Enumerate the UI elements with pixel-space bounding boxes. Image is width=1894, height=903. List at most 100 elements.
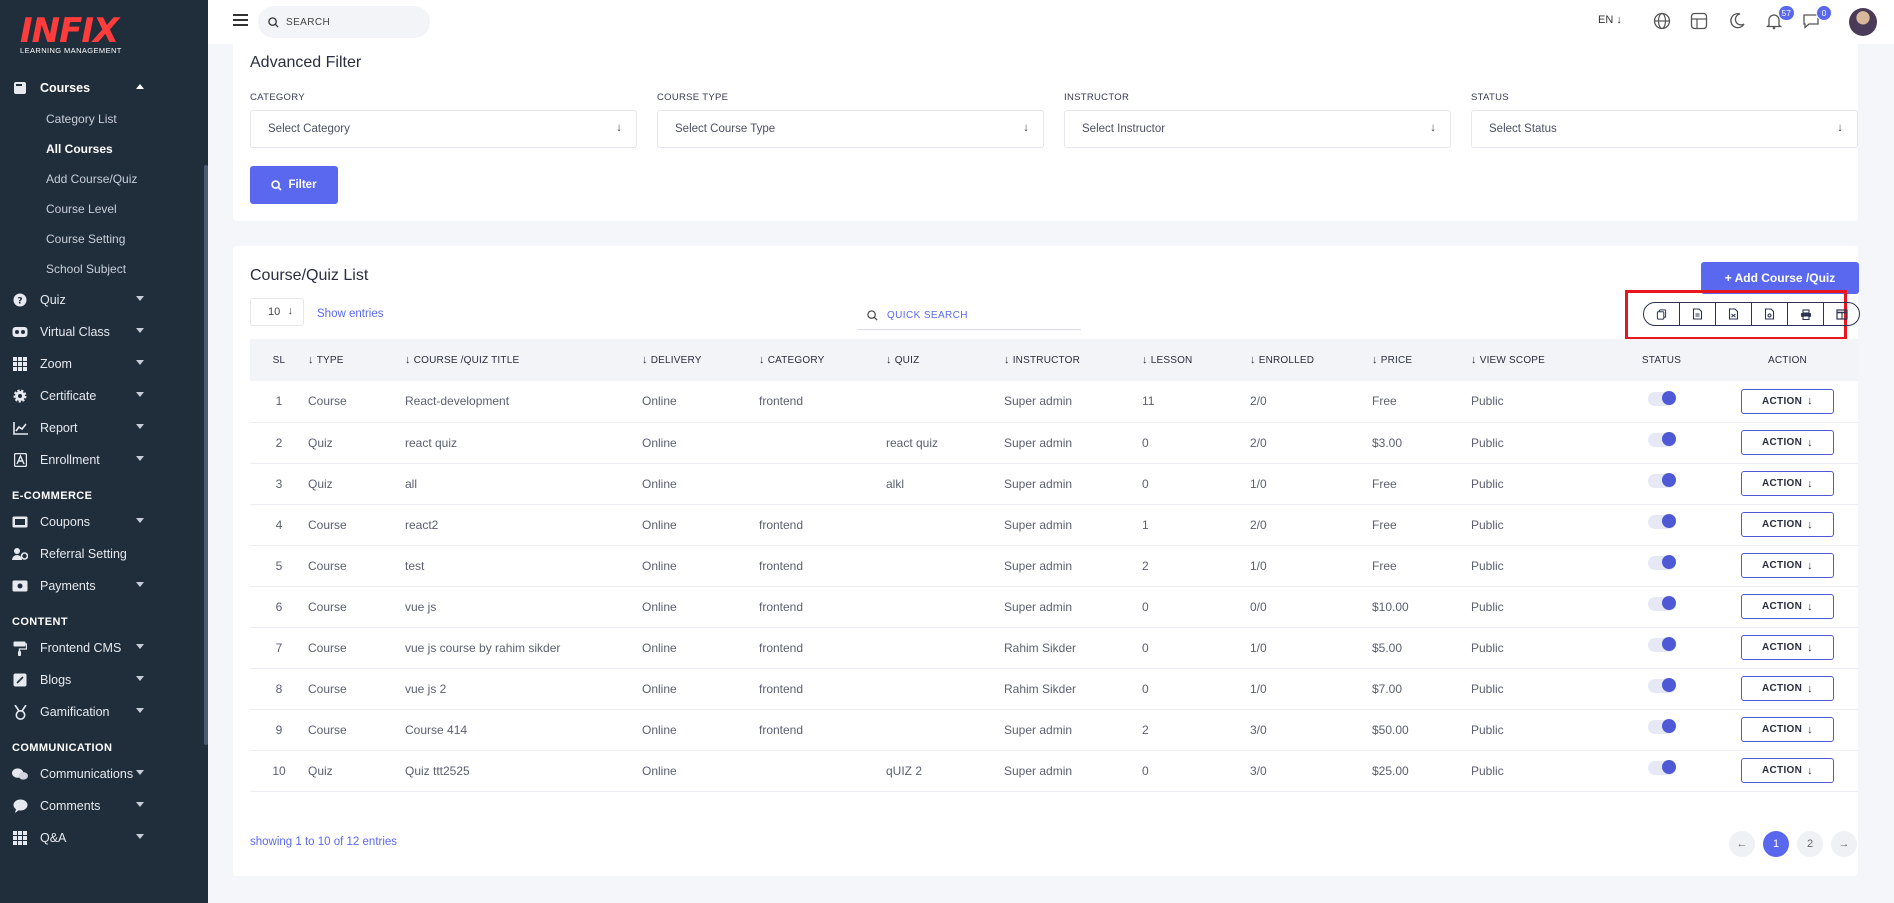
page-1-button[interactable]: 1 <box>1763 831 1789 857</box>
cell-action: ACTION ↓ <box>1717 668 1858 709</box>
cell-sl: 6 <box>275 599 283 614</box>
action-label: ACTION <box>1762 560 1803 571</box>
column-header-label: LESSON <box>1150 355 1193 366</box>
bell-icon[interactable]: 57 <box>1765 5 1795 32</box>
column-header-type[interactable]: ↓ TYPE <box>308 339 405 381</box>
cell-type: Course <box>308 722 347 737</box>
chat-icon[interactable]: 0 <box>1802 5 1832 32</box>
column-header-category[interactable]: ↓ CATEGORY <box>759 339 886 381</box>
column-header-enrolled[interactable]: ↓ ENROLLED <box>1250 339 1372 381</box>
quick-search-input[interactable]: QUICK SEARCH <box>857 302 1081 330</box>
status-toggle[interactable] <box>1647 759 1676 775</box>
sidebar-subitem-school-subject[interactable]: School Subject <box>46 262 127 276</box>
sidebar-item-certificate[interactable]: Certificate <box>0 380 208 412</box>
cell-enrolled: 2/0 <box>1250 394 1267 409</box>
language-selector[interactable]: EN ↓ <box>1598 14 1622 26</box>
arrow-down-icon: ↓ <box>1807 518 1813 531</box>
column-header-instructor[interactable]: ↓ INSTRUCTOR <box>1004 339 1142 381</box>
sidebar-item-referral-setting[interactable]: Referral Setting <box>0 538 208 570</box>
sidebar-subitem-add-course-quiz[interactable]: Add Course/Quiz <box>46 172 138 186</box>
cell-instructor: Super admin <box>1004 435 1073 450</box>
status-toggle[interactable] <box>1647 513 1676 529</box>
sidebar-item-blogs[interactable]: Blogs <box>0 664 208 696</box>
status-toggle[interactable] <box>1647 472 1676 488</box>
sidebar-item-communications[interactable]: Communications <box>0 758 208 790</box>
sidebar-item-report[interactable]: Report <box>0 412 208 444</box>
moon-icon[interactable] <box>1728 12 1748 32</box>
entries-select[interactable]: 10 ↓ <box>250 298 304 326</box>
cell-lesson: 2 <box>1142 558 1149 573</box>
column-header-course-quiz-title[interactable]: ↓ COURSE /QUIZ TITLE <box>405 339 642 381</box>
status-toggle[interactable] <box>1647 431 1676 447</box>
column-header-label: VIEW SCOPE <box>1479 355 1546 366</box>
print-icon[interactable] <box>1787 303 1823 325</box>
status-toggle[interactable] <box>1647 677 1676 693</box>
globe-icon[interactable] <box>1653 12 1673 32</box>
status-toggle[interactable] <box>1647 554 1676 570</box>
sidebar-item-virtual-class[interactable]: Virtual Class <box>0 316 208 348</box>
column-header-delivery[interactable]: ↓ DELIVERY <box>642 339 759 381</box>
enroll-icon <box>12 452 28 468</box>
select-status[interactable]: Select Status ↓ <box>1471 110 1858 148</box>
action-dropdown-button[interactable]: ACTION ↓ <box>1741 676 1834 701</box>
action-dropdown-button[interactable]: ACTION ↓ <box>1741 553 1834 578</box>
action-dropdown-button[interactable]: ACTION ↓ <box>1741 430 1834 455</box>
ecommerce-menu: Coupons Referral Setting Payments <box>0 506 208 602</box>
status-toggle[interactable] <box>1647 390 1676 406</box>
columns-icon[interactable] <box>1823 303 1859 325</box>
action-dropdown-button[interactable]: ACTION ↓ <box>1741 758 1834 783</box>
sidebar-subitem-course-level[interactable]: Course Level <box>46 202 117 216</box>
layout-icon[interactable] <box>1690 12 1710 32</box>
action-dropdown-button[interactable]: ACTION ↓ <box>1741 512 1834 537</box>
sidebar-item-frontend-cms[interactable]: Frontend CMS <box>0 632 208 664</box>
page-2-button[interactable]: 2 <box>1797 831 1823 857</box>
cell-category <box>759 750 886 791</box>
sidebar-item-coupons[interactable]: Coupons <box>0 506 208 538</box>
sidebar-item-payments[interactable]: Payments <box>0 570 208 602</box>
column-header-quiz[interactable]: ↓ QUIZ <box>886 339 1004 381</box>
action-dropdown-button[interactable]: ACTION ↓ <box>1741 635 1834 660</box>
action-dropdown-button[interactable]: ACTION ↓ <box>1741 594 1834 619</box>
sort-arrow-icon: ↓ <box>1004 354 1010 366</box>
next-page-button[interactable]: → <box>1831 831 1857 857</box>
status-toggle[interactable] <box>1647 595 1676 611</box>
select-course-type[interactable]: Select Course Type ↓ <box>657 110 1044 148</box>
sidebar-item-gamification[interactable]: Gamification <box>0 696 208 728</box>
select-instructor[interactable]: Select Instructor ↓ <box>1064 110 1451 148</box>
sidebar-scrollbar[interactable] <box>204 165 208 745</box>
action-dropdown-button[interactable]: ACTION ↓ <box>1741 388 1834 414</box>
filter-button[interactable]: Filter <box>250 166 338 204</box>
sidebar-item-courses[interactable]: Courses <box>0 72 208 104</box>
excel-icon[interactable] <box>1715 303 1751 325</box>
sidebar-subitem-category-list[interactable]: Category List <box>46 112 117 126</box>
column-header-label: DELIVERY <box>650 355 702 366</box>
sidebar-item-q-a[interactable]: Q&A <box>0 822 208 854</box>
status-toggle[interactable] <box>1647 718 1676 734</box>
column-header-price[interactable]: ↓ PRICE <box>1372 339 1471 381</box>
sidebar-item-zoom[interactable]: Zoom <box>0 348 208 380</box>
pdf-icon[interactable] <box>1751 303 1787 325</box>
sidebar-subitem-all-courses[interactable]: All Courses <box>46 142 113 156</box>
sidebar-item-comments[interactable]: Comments <box>0 790 208 822</box>
menu-toggle-icon[interactable] <box>233 14 248 26</box>
action-dropdown-button[interactable]: ACTION ↓ <box>1741 717 1834 742</box>
search-input[interactable]: SEARCH <box>258 6 430 38</box>
cell-scope: Public <box>1471 558 1504 573</box>
avatar[interactable] <box>1849 8 1877 36</box>
sidebar-item-quiz[interactable]: ? Quiz <box>0 284 208 316</box>
sidebar-item-enrollment[interactable]: Enrollment <box>0 444 208 476</box>
add-course-button[interactable]: + Add Course /Quiz <box>1701 262 1859 294</box>
cell-category: frontend <box>759 722 804 737</box>
sidebar-subitem-course-setting[interactable]: Course Setting <box>46 232 126 246</box>
copy-icon[interactable] <box>1644 303 1679 325</box>
csv-icon[interactable] <box>1679 303 1715 325</box>
status-toggle[interactable] <box>1647 636 1676 652</box>
arrow-down-icon: ↓ <box>1807 600 1813 613</box>
prev-page-button[interactable]: ← <box>1729 831 1755 857</box>
logo[interactable]: INFIX LEARNING MANAGEMENT <box>0 0 208 62</box>
column-header-lesson[interactable]: ↓ LESSON <box>1142 339 1250 381</box>
column-header-view-scope[interactable]: ↓ VIEW SCOPE <box>1471 339 1606 381</box>
column-header-status: STATUS <box>1606 339 1717 381</box>
select-category[interactable]: Select Category ↓ <box>250 110 637 148</box>
action-dropdown-button[interactable]: ACTION ↓ <box>1741 471 1834 496</box>
